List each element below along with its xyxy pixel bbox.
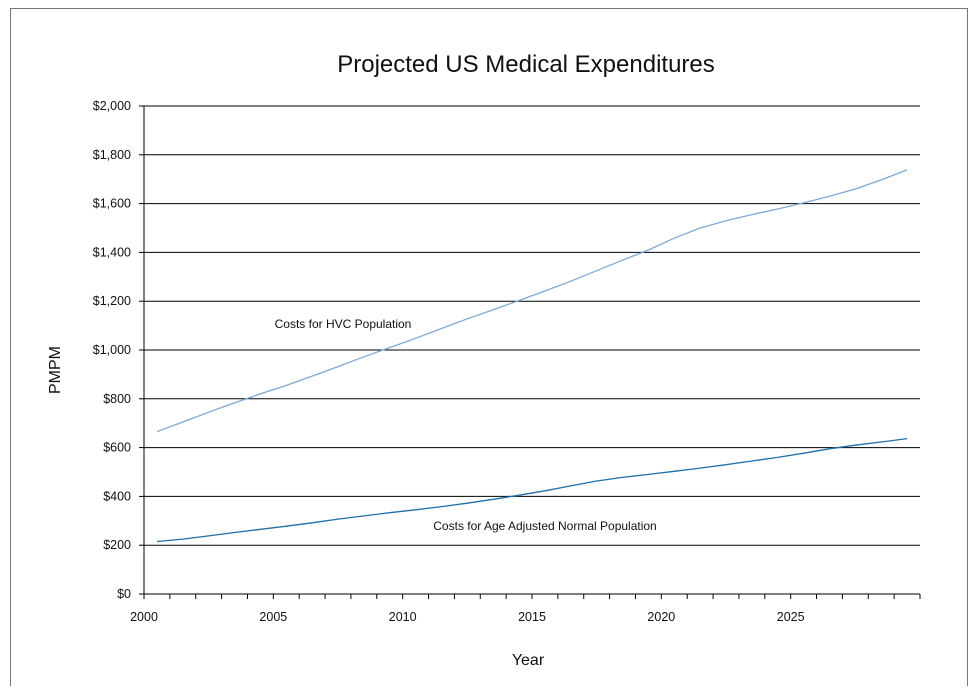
x-tick-label: 2005 xyxy=(259,610,287,624)
y-tick-label: $1,600 xyxy=(93,197,131,211)
x-tick-label: 2020 xyxy=(647,610,675,624)
y-tick-label: $200 xyxy=(103,538,131,552)
chart-frame xyxy=(10,8,968,686)
series-line-1 xyxy=(156,437,908,543)
x-tick-label: 2000 xyxy=(130,610,158,624)
y-tick-label: $1,200 xyxy=(93,294,131,308)
chart-title: Projected US Medical Expenditures xyxy=(337,51,715,78)
axes xyxy=(139,105,921,599)
series-lines xyxy=(156,169,908,543)
grid-lines xyxy=(144,105,920,546)
x-tick-label: 2025 xyxy=(777,610,805,624)
x-tick-labels: 2000 2005 2010 2015 2020 2025 xyxy=(130,610,805,624)
y-tick-labels: $0 $200 $400 $600 $800 $1,000 $1,200 $1,400 $1,6… xyxy=(93,99,131,601)
x-tick-label: 2015 xyxy=(518,610,546,624)
y-tick-label: $1,400 xyxy=(93,245,131,259)
annotation-hvc-population: Costs for HVC Population xyxy=(275,317,412,331)
x-axis-label: Year xyxy=(512,652,545,669)
y-tick-label: $400 xyxy=(103,489,131,503)
y-axis-label: PMPM xyxy=(47,346,64,394)
y-tick-label: $0 xyxy=(117,587,131,601)
series-line-0 xyxy=(156,169,908,433)
x-tick-label: 2010 xyxy=(389,610,417,624)
y-tick-label: $1,800 xyxy=(93,148,131,162)
y-tick-label: $1,000 xyxy=(93,343,131,357)
y-tick-label: $2,000 xyxy=(93,99,131,113)
y-tick-label: $800 xyxy=(103,392,131,406)
annotation-normal-population: Costs for Age Adjusted Normal Population xyxy=(433,519,656,533)
y-tick-label: $600 xyxy=(103,441,131,455)
